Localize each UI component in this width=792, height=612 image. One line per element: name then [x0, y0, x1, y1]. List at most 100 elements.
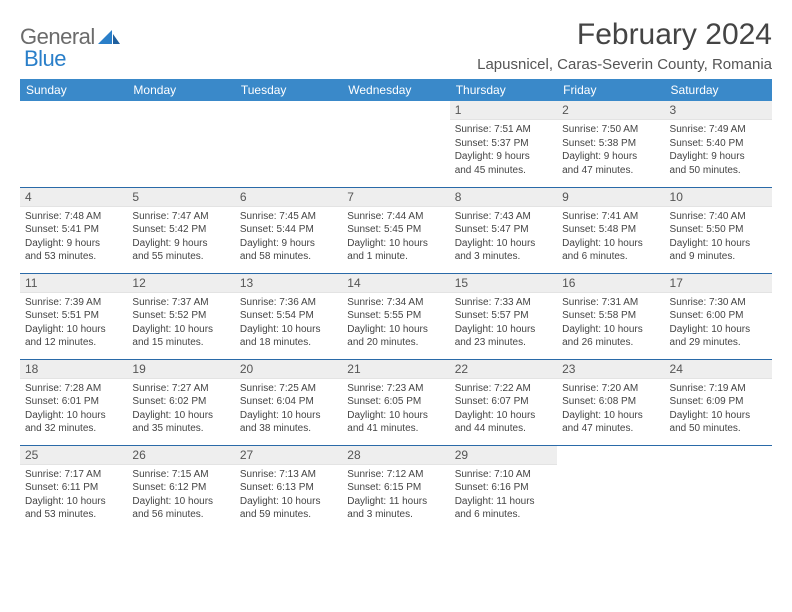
day-line: and 26 minutes. [562, 336, 659, 350]
day-line: Sunset: 6:04 PM [240, 395, 337, 409]
day-line: and 50 minutes. [670, 164, 767, 178]
day-line: Daylight: 10 hours [347, 409, 444, 423]
day-line: Sunrise: 7:22 AM [455, 382, 552, 396]
month-title: February 2024 [477, 18, 772, 52]
day-line: Sunset: 6:09 PM [670, 395, 767, 409]
calendar-day-cell: 13Sunrise: 7:36 AMSunset: 5:54 PMDayligh… [235, 273, 342, 359]
day-details: Sunrise: 7:50 AMSunset: 5:38 PMDaylight:… [557, 120, 664, 180]
day-line: Sunrise: 7:33 AM [455, 296, 552, 310]
day-number: 21 [342, 360, 449, 379]
day-line: and 56 minutes. [132, 508, 229, 522]
day-header: Wednesday [342, 79, 449, 101]
day-line: Sunrise: 7:40 AM [670, 210, 767, 224]
day-line: and 59 minutes. [240, 508, 337, 522]
day-number: 6 [235, 188, 342, 207]
day-details: Sunrise: 7:43 AMSunset: 5:47 PMDaylight:… [450, 207, 557, 267]
calendar-day-cell: 23Sunrise: 7:20 AMSunset: 6:08 PMDayligh… [557, 359, 664, 445]
day-number: 4 [20, 188, 127, 207]
calendar-day-cell: 15Sunrise: 7:33 AMSunset: 5:57 PMDayligh… [450, 273, 557, 359]
day-number: 2 [557, 101, 664, 120]
calendar-day-cell: 7Sunrise: 7:44 AMSunset: 5:45 PMDaylight… [342, 187, 449, 273]
day-details: Sunrise: 7:39 AMSunset: 5:51 PMDaylight:… [20, 293, 127, 353]
day-number: 10 [665, 188, 772, 207]
day-details: Sunrise: 7:47 AMSunset: 5:42 PMDaylight:… [127, 207, 234, 267]
brand-triangle-icon [98, 30, 120, 48]
calendar-day-cell: 22Sunrise: 7:22 AMSunset: 6:07 PMDayligh… [450, 359, 557, 445]
day-line: Sunrise: 7:43 AM [455, 210, 552, 224]
day-number: 24 [665, 360, 772, 379]
day-number: 7 [342, 188, 449, 207]
calendar-day-cell: 6Sunrise: 7:45 AMSunset: 5:44 PMDaylight… [235, 187, 342, 273]
day-line: Sunset: 6:11 PM [25, 481, 122, 495]
day-line: Daylight: 9 hours [455, 150, 552, 164]
day-line: Sunset: 5:40 PM [670, 137, 767, 151]
day-line: and 32 minutes. [25, 422, 122, 436]
day-line: and 55 minutes. [132, 250, 229, 264]
day-line: and 47 minutes. [562, 422, 659, 436]
calendar-day-cell: 17Sunrise: 7:30 AMSunset: 6:00 PMDayligh… [665, 273, 772, 359]
day-header: Friday [557, 79, 664, 101]
day-line: Sunrise: 7:17 AM [25, 468, 122, 482]
day-line: Sunrise: 7:12 AM [347, 468, 444, 482]
calendar-day-cell: 28Sunrise: 7:12 AMSunset: 6:15 PMDayligh… [342, 445, 449, 531]
day-line: Daylight: 10 hours [562, 323, 659, 337]
day-line: Sunrise: 7:19 AM [670, 382, 767, 396]
day-line: Sunset: 5:54 PM [240, 309, 337, 323]
day-number: 16 [557, 274, 664, 293]
day-line: Daylight: 10 hours [455, 409, 552, 423]
calendar-day-cell [20, 101, 127, 187]
calendar-day-cell [127, 101, 234, 187]
calendar-day-cell [342, 101, 449, 187]
day-line: and 3 minutes. [347, 508, 444, 522]
calendar-day-cell: 10Sunrise: 7:40 AMSunset: 5:50 PMDayligh… [665, 187, 772, 273]
day-details: Sunrise: 7:44 AMSunset: 5:45 PMDaylight:… [342, 207, 449, 267]
day-line: Sunset: 6:07 PM [455, 395, 552, 409]
day-number: 11 [20, 274, 127, 293]
calendar-day-cell: 1Sunrise: 7:51 AMSunset: 5:37 PMDaylight… [450, 101, 557, 187]
day-details: Sunrise: 7:51 AMSunset: 5:37 PMDaylight:… [450, 120, 557, 180]
day-line: and 6 minutes. [455, 508, 552, 522]
day-line: Sunrise: 7:20 AM [562, 382, 659, 396]
day-line: Daylight: 10 hours [25, 409, 122, 423]
day-line: Daylight: 9 hours [562, 150, 659, 164]
day-line: Daylight: 11 hours [455, 495, 552, 509]
day-line: Sunrise: 7:15 AM [132, 468, 229, 482]
day-line: Sunset: 5:44 PM [240, 223, 337, 237]
day-line: and 45 minutes. [455, 164, 552, 178]
day-line: Daylight: 9 hours [670, 150, 767, 164]
day-header: Saturday [665, 79, 772, 101]
day-line: and 23 minutes. [455, 336, 552, 350]
day-details: Sunrise: 7:36 AMSunset: 5:54 PMDaylight:… [235, 293, 342, 353]
day-line: Sunset: 6:02 PM [132, 395, 229, 409]
day-line: and 53 minutes. [25, 508, 122, 522]
day-line: Sunrise: 7:37 AM [132, 296, 229, 310]
calendar-day-cell [665, 445, 772, 531]
day-line: Sunset: 6:01 PM [25, 395, 122, 409]
day-line: Sunrise: 7:41 AM [562, 210, 659, 224]
calendar-day-cell: 12Sunrise: 7:37 AMSunset: 5:52 PMDayligh… [127, 273, 234, 359]
calendar-week: 25Sunrise: 7:17 AMSunset: 6:11 PMDayligh… [20, 445, 772, 531]
day-details: Sunrise: 7:27 AMSunset: 6:02 PMDaylight:… [127, 379, 234, 439]
day-line: Sunrise: 7:44 AM [347, 210, 444, 224]
day-details: Sunrise: 7:13 AMSunset: 6:13 PMDaylight:… [235, 465, 342, 525]
day-header-row: Sunday Monday Tuesday Wednesday Thursday… [20, 79, 772, 101]
day-details: Sunrise: 7:28 AMSunset: 6:01 PMDaylight:… [20, 379, 127, 439]
day-line: Sunset: 5:51 PM [25, 309, 122, 323]
day-line: Daylight: 10 hours [670, 237, 767, 251]
day-line: and 58 minutes. [240, 250, 337, 264]
day-line: Sunrise: 7:50 AM [562, 123, 659, 137]
calendar-day-cell: 21Sunrise: 7:23 AMSunset: 6:05 PMDayligh… [342, 359, 449, 445]
day-line: Sunset: 6:15 PM [347, 481, 444, 495]
day-details: Sunrise: 7:31 AMSunset: 5:58 PMDaylight:… [557, 293, 664, 353]
brand-part2: Blue [24, 46, 66, 71]
day-line: Sunrise: 7:13 AM [240, 468, 337, 482]
day-line: Sunset: 5:58 PM [562, 309, 659, 323]
day-number: 19 [127, 360, 234, 379]
calendar-day-cell: 25Sunrise: 7:17 AMSunset: 6:11 PMDayligh… [20, 445, 127, 531]
day-number: 28 [342, 446, 449, 465]
day-number: 18 [20, 360, 127, 379]
day-line: Sunset: 6:05 PM [347, 395, 444, 409]
day-line: and 50 minutes. [670, 422, 767, 436]
day-line: Sunset: 5:47 PM [455, 223, 552, 237]
day-line: Sunset: 5:41 PM [25, 223, 122, 237]
